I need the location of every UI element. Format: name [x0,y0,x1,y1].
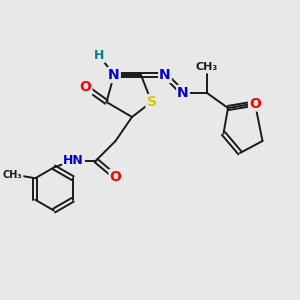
Text: O: O [80,80,92,94]
Text: N: N [177,86,189,100]
Text: S: S [146,95,157,109]
Text: CH₃: CH₃ [196,62,218,73]
Text: N: N [108,68,120,82]
Text: O: O [249,97,261,110]
Text: HN: HN [63,154,84,167]
Text: O: O [110,170,122,184]
Text: CH₃: CH₃ [3,170,22,180]
Text: H: H [94,49,104,62]
Text: N: N [159,68,171,82]
